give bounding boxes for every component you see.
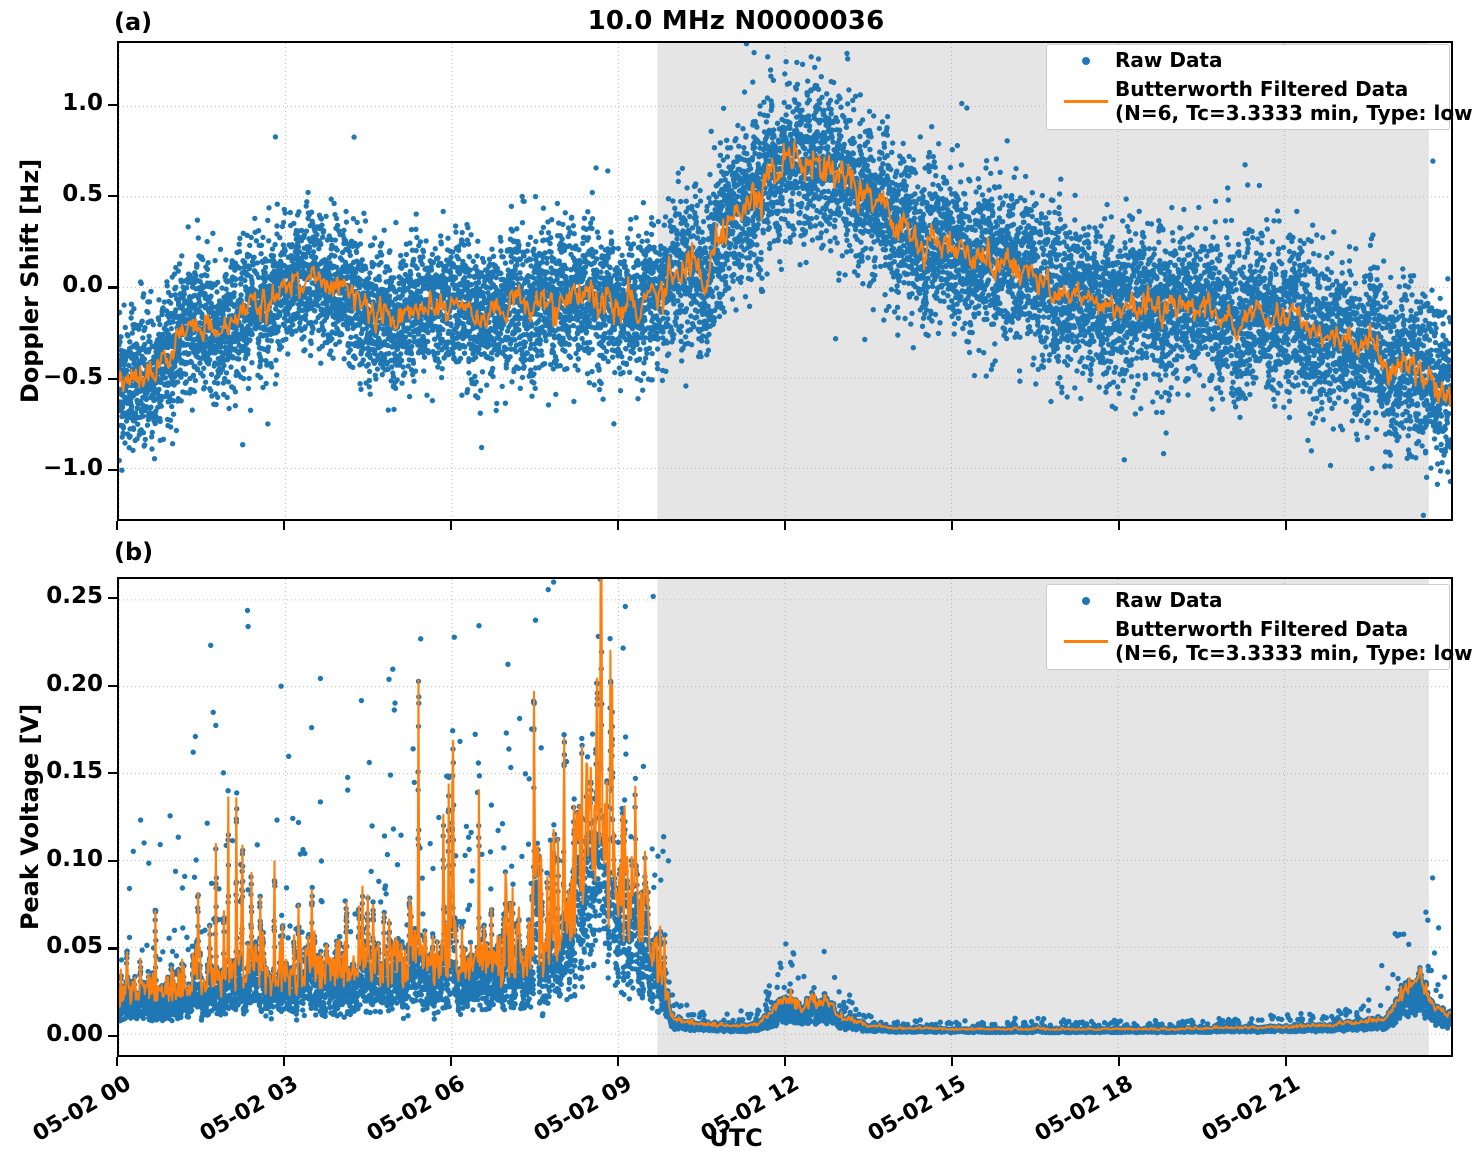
- legend-panel-a[interactable]: Raw Data Butterworth Filtered Data (N=6,…: [1046, 44, 1450, 130]
- legend-marker-dot-icon: [1057, 57, 1115, 65]
- y-axis-label-b: Peak Voltage [V]: [16, 704, 44, 930]
- y-tick-mark: [108, 597, 117, 599]
- panel-label-a: (a): [114, 8, 152, 36]
- y-tick-label: 0.05: [46, 933, 103, 959]
- legend-entry-filtered-b: Butterworth Filtered Data (N=6, Tc=3.333…: [1057, 617, 1437, 666]
- legend-entry-raw-b: Raw Data: [1057, 588, 1437, 612]
- y-tick-mark: [108, 195, 117, 197]
- x-tick-mark: [116, 521, 118, 530]
- x-tick-mark: [283, 521, 285, 530]
- x-tick-mark: [116, 1057, 118, 1066]
- y-tick-label: 0.20: [46, 671, 103, 697]
- y-axis-label-a: Doppler Shift [Hz]: [16, 159, 44, 403]
- x-tick-mark: [1285, 521, 1287, 530]
- legend-entry-raw-a: Raw Data: [1057, 48, 1437, 72]
- y-tick-label: 0.00: [46, 1021, 103, 1047]
- y-tick-label: 0.5: [62, 181, 103, 207]
- panel-label-b: (b): [114, 538, 153, 566]
- legend-label-raw-b: Raw Data: [1115, 588, 1223, 612]
- y-tick-label: −0.5: [43, 364, 103, 390]
- y-tick-mark: [108, 772, 117, 774]
- x-tick-mark: [617, 1057, 619, 1066]
- figure-title: 10.0 MHz N0000036: [0, 6, 1472, 36]
- y-tick-label: 0.10: [46, 846, 103, 872]
- y-tick-mark: [108, 469, 117, 471]
- y-tick-mark: [108, 286, 117, 288]
- y-tick-mark: [108, 860, 117, 862]
- y-tick-label: 1.0: [62, 90, 103, 116]
- x-tick-mark: [1118, 521, 1120, 530]
- y-tick-mark: [108, 378, 117, 380]
- legend-line-icon: [1057, 640, 1115, 643]
- x-tick-mark: [450, 521, 452, 530]
- y-tick-label: 0.0: [62, 272, 103, 298]
- legend-label-raw-a: Raw Data: [1115, 48, 1223, 72]
- legend-marker-dot-icon: [1057, 597, 1115, 605]
- x-tick-mark: [283, 1057, 285, 1066]
- x-axis-label: UTC: [0, 1124, 1472, 1152]
- x-tick-mark: [617, 521, 619, 530]
- legend-entry-filtered-a: Butterworth Filtered Data (N=6, Tc=3.333…: [1057, 77, 1437, 126]
- x-tick-mark: [1285, 1057, 1287, 1066]
- x-tick-mark: [951, 1057, 953, 1066]
- legend-label-filtered-line2-a: (N=6, Tc=3.3333 min, Type: low): [1115, 101, 1472, 125]
- x-tick-mark: [1118, 1057, 1120, 1066]
- x-tick-mark: [784, 521, 786, 530]
- legend-label-filtered-line1-a: Butterworth Filtered Data: [1115, 77, 1472, 101]
- x-tick-mark: [784, 1057, 786, 1066]
- x-tick-mark: [951, 521, 953, 530]
- y-tick-mark: [108, 104, 117, 106]
- y-tick-label: 0.25: [46, 583, 103, 609]
- x-tick-mark: [450, 1057, 452, 1066]
- legend-panel-b[interactable]: Raw Data Butterworth Filtered Data (N=6,…: [1046, 584, 1450, 670]
- y-tick-label: 0.15: [46, 758, 103, 784]
- y-tick-mark: [108, 1035, 117, 1037]
- legend-line-icon: [1057, 100, 1115, 103]
- y-tick-mark: [108, 947, 117, 949]
- legend-label-filtered-line1-b: Butterworth Filtered Data: [1115, 617, 1472, 641]
- legend-label-filtered-line2-b: (N=6, Tc=3.3333 min, Type: low): [1115, 641, 1472, 665]
- y-tick-label: −1.0: [43, 455, 103, 481]
- y-tick-mark: [108, 685, 117, 687]
